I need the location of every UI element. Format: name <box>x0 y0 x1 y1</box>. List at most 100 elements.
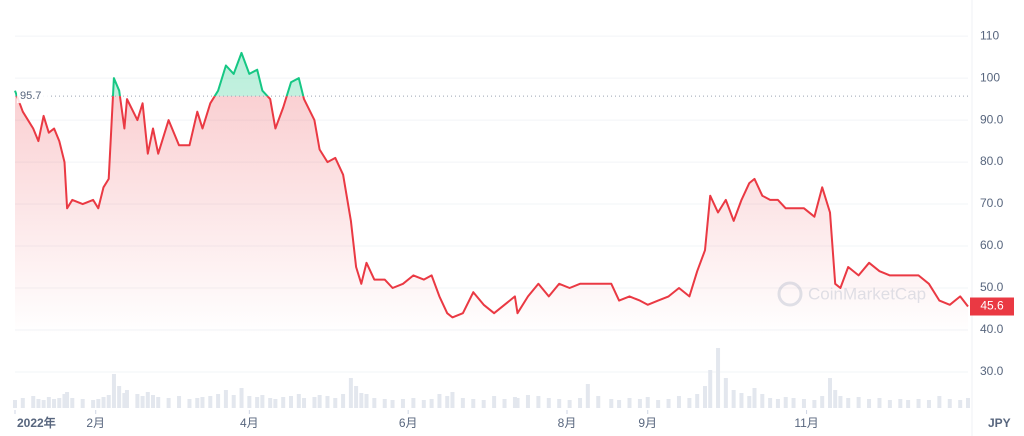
volume-bar <box>617 400 622 408</box>
price-line-down <box>15 96 969 319</box>
volume-bar <box>91 400 96 408</box>
volume-bar <box>768 398 773 408</box>
volume-bar <box>156 397 161 408</box>
volume-bar <box>567 400 572 408</box>
volume-bar <box>231 395 236 408</box>
volume-bar <box>731 390 736 408</box>
volume-bar <box>833 390 838 408</box>
volume-bar <box>846 398 851 408</box>
volume-bar <box>676 396 681 408</box>
volume-bar <box>216 394 221 408</box>
volume-bar <box>947 399 952 408</box>
y-tick-label: 90.0 <box>980 112 1004 126</box>
last-price-label: 45.6 <box>980 299 1004 313</box>
volume-bar <box>13 400 17 408</box>
volume-bar <box>359 393 364 408</box>
last-price-tag <box>970 297 1014 316</box>
volume-bar <box>364 394 369 408</box>
volume-bar <box>812 400 817 408</box>
volume-bar <box>460 398 465 408</box>
volume-bar <box>856 397 861 408</box>
x-tick-label: 6月 <box>399 416 418 430</box>
volume-bar <box>289 396 294 408</box>
volume-bar <box>325 396 330 408</box>
volume-bar <box>62 394 67 408</box>
volume-bar <box>333 398 338 408</box>
volume-bar <box>302 398 307 408</box>
y-tick-label: 80.0 <box>980 154 1004 168</box>
x-tick-label: 4月 <box>240 416 259 430</box>
watermark: CoinMarketCap <box>777 281 926 307</box>
volume-bar <box>124 390 129 408</box>
volume-bar <box>260 395 265 408</box>
volume-bar <box>887 400 892 408</box>
volume-bar <box>372 398 377 408</box>
volume-bar <box>645 397 650 408</box>
volume-bar <box>926 400 931 408</box>
volume-bar <box>783 397 788 408</box>
volume-bar <box>492 396 497 408</box>
reference-label-bg <box>17 87 51 104</box>
volume-bar <box>937 396 942 408</box>
volume-bar <box>106 395 111 408</box>
volume-bar <box>958 400 963 408</box>
volume-bar <box>317 395 322 408</box>
volume-bar <box>151 395 156 408</box>
volume-bar <box>140 396 145 408</box>
volume-bar <box>596 396 601 408</box>
volume-bar <box>695 394 700 408</box>
volume-bar <box>268 398 273 408</box>
volume-bar <box>41 400 46 408</box>
volume-bar <box>101 397 106 408</box>
volume-bar <box>400 399 405 408</box>
volume-bar <box>666 399 671 408</box>
y-tick-label: 70.0 <box>980 196 1004 210</box>
volume-bar <box>801 399 806 408</box>
volume-bar <box>502 399 507 408</box>
volume-bar <box>341 394 346 408</box>
volume-bar <box>708 370 713 408</box>
volume-bar <box>637 399 642 408</box>
volume-bar <box>867 399 872 408</box>
volume-bar <box>747 396 752 408</box>
x-tick-label: 11月 <box>794 416 818 430</box>
volume-bar <box>166 398 171 408</box>
volume-bar <box>752 388 757 408</box>
volume-bar <box>703 386 708 408</box>
volume-bar <box>411 398 416 408</box>
volume-bar <box>255 397 260 408</box>
volume-bar <box>898 399 903 408</box>
y-tick-label: 30.0 <box>980 364 1004 378</box>
y-tick-label: 110 <box>980 28 999 42</box>
volume-bar <box>877 398 882 408</box>
volume-bar <box>429 399 434 408</box>
volume-bar <box>57 398 62 408</box>
volume-bar <box>239 388 244 408</box>
volume-bar <box>512 397 517 408</box>
volume-bar <box>70 398 75 408</box>
volume-bar <box>208 396 213 408</box>
volume-bar <box>536 396 541 408</box>
y-tick-label: 40.0 <box>980 322 1004 336</box>
volume-bar <box>36 399 41 408</box>
volume-bar <box>906 400 911 408</box>
volume-bar <box>281 397 286 408</box>
volume-bar <box>145 392 150 408</box>
volume-bar <box>20 398 25 408</box>
volume-bar <box>122 393 127 408</box>
volume-bar <box>739 393 744 408</box>
volume-bar <box>827 378 832 408</box>
volume-bar <box>421 400 426 408</box>
volume-bar <box>525 395 530 408</box>
x-tick-label: 2月 <box>86 416 105 430</box>
volume-bar <box>65 392 70 408</box>
area-down <box>15 96 968 335</box>
volume-bar <box>557 399 562 408</box>
volume-bar <box>916 399 921 408</box>
volume-bar <box>80 399 85 408</box>
volume-bar <box>348 378 353 408</box>
volume-bar <box>546 398 551 408</box>
watermark-text: CoinMarketCap <box>808 284 926 303</box>
volume-bar <box>223 390 228 408</box>
